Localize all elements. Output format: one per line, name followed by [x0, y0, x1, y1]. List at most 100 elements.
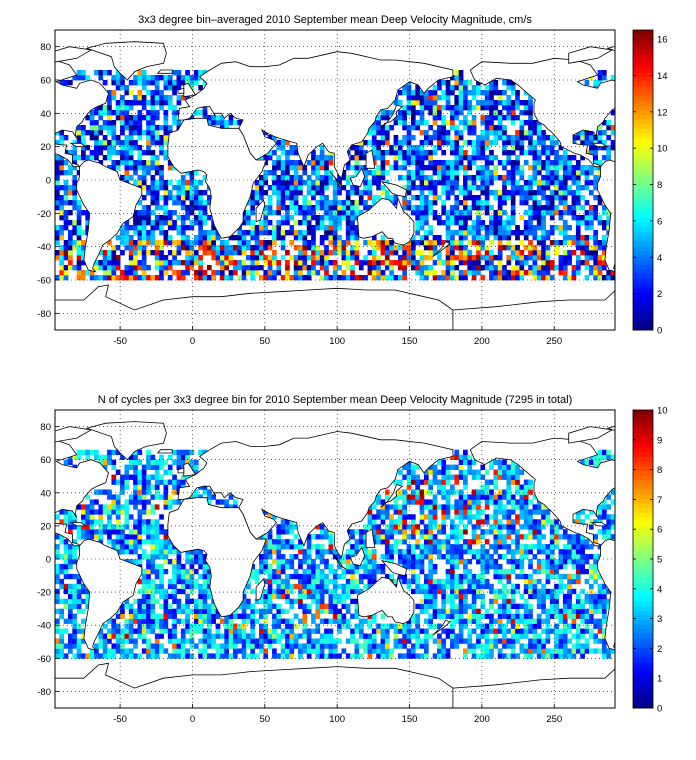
heatmap-cell: [428, 175, 434, 181]
heatmap-cell: [441, 583, 447, 590]
heatmap-cell: [215, 255, 221, 261]
heatmap-cell: [315, 270, 321, 276]
heatmap-cell: [115, 75, 121, 81]
heatmap-cell: [350, 155, 355, 161]
heatmap-cell: [402, 175, 407, 181]
heatmap-cell: [502, 653, 507, 659]
heatmap-cell: [402, 105, 407, 111]
heatmap-cell: [406, 549, 412, 555]
heatmap-cell: [133, 145, 138, 151]
heatmap-cell: [454, 539, 460, 545]
heatmap-cell: [606, 598, 612, 605]
heatmap-cell: [536, 165, 542, 171]
heatmap-cell: [120, 75, 125, 81]
heatmap-cell: [59, 155, 65, 161]
heatmap-cell: [562, 573, 568, 580]
heatmap-cell: [363, 534, 368, 540]
y-tick-label: 0: [46, 176, 51, 187]
heatmap-cell: [432, 100, 438, 106]
heatmap-cell: [601, 588, 607, 595]
heatmap-cell: [141, 150, 147, 156]
heatmap-cell: [545, 230, 551, 236]
heatmap-cell: [315, 623, 321, 629]
heatmap-cell: [502, 568, 507, 575]
heatmap-cell: [324, 275, 329, 281]
heatmap-cell: [350, 573, 355, 580]
colorbar-segment: [633, 147, 653, 153]
heatmap-cell: [471, 115, 477, 121]
heatmap-cell: [250, 563, 256, 570]
heatmap-cell: [324, 534, 329, 540]
heatmap-cell: [567, 559, 572, 565]
heatmap-cell: [150, 588, 156, 595]
heatmap-cell: [502, 633, 507, 639]
heatmap-cell: [476, 613, 481, 619]
heatmap-cell: [476, 195, 481, 201]
heatmap-cell: [263, 260, 269, 266]
heatmap-cell: [541, 638, 546, 644]
heatmap-cell: [311, 155, 316, 161]
heatmap-cell: [445, 220, 451, 226]
heatmap-cell: [185, 225, 190, 231]
heatmap-cell: [584, 613, 590, 619]
heatmap-cell: [176, 190, 182, 196]
heatmap-cell: [510, 245, 516, 251]
heatmap-cell: [536, 125, 542, 131]
heatmap-cell: [484, 195, 490, 201]
heatmap-cell: [311, 245, 316, 251]
heatmap-cell: [384, 110, 390, 116]
heatmap-cell: [124, 549, 130, 555]
heatmap-cell: [376, 185, 381, 191]
heatmap-cell: [597, 544, 603, 550]
heatmap-cell: [120, 95, 125, 101]
heatmap-cell: [150, 539, 156, 545]
heatmap-cell: [154, 225, 160, 231]
heatmap-cell: [562, 559, 568, 565]
heatmap-cell: [272, 638, 277, 644]
heatmap-cell: [415, 185, 420, 191]
heatmap-cell: [319, 275, 325, 281]
heatmap-cell: [167, 165, 173, 171]
heatmap-cell: [467, 190, 473, 196]
heatmap-cell: [423, 270, 429, 276]
heatmap-cell: [571, 573, 577, 580]
heatmap-cell: [506, 568, 512, 575]
heatmap-cell: [515, 95, 520, 101]
heatmap-cell: [571, 623, 577, 629]
heatmap-cell: [250, 653, 256, 659]
heatmap-cell: [289, 638, 295, 644]
heatmap-cell: [402, 150, 407, 156]
heatmap-cell: [59, 265, 65, 271]
heatmap-cell: [345, 150, 351, 156]
heatmap-cell: [380, 568, 386, 575]
heatmap-cell: [120, 115, 125, 121]
heatmap-cell: [107, 165, 112, 171]
heatmap-cell: [72, 613, 78, 619]
heatmap-cell: [202, 633, 208, 639]
heatmap-cell: [341, 270, 347, 276]
heatmap-cell: [298, 539, 303, 545]
heatmap-cell: [528, 105, 533, 111]
heatmap-cell: [502, 598, 507, 605]
heatmap-cell: [463, 593, 468, 600]
heatmap-cell: [289, 215, 295, 221]
heatmap-cell: [150, 578, 156, 585]
heatmap-cell: [476, 205, 481, 211]
heatmap-cell: [350, 598, 355, 605]
heatmap-cell: [480, 235, 486, 241]
heatmap-cell: [259, 180, 264, 186]
heatmap-cell: [471, 578, 477, 585]
heatmap-cell: [232, 628, 238, 634]
heatmap-cell: [471, 230, 477, 236]
heatmap-cell: [293, 643, 299, 649]
heatmap-cell: [250, 648, 256, 654]
heatmap-cell: [558, 240, 564, 246]
heatmap-cell: [532, 250, 538, 256]
heatmap-cell: [133, 215, 138, 221]
heatmap-cell: [371, 150, 377, 156]
heatmap-cell: [489, 215, 494, 221]
land-outline: [365, 149, 376, 169]
heatmap-cell: [493, 275, 499, 281]
heatmap-cell: [124, 648, 130, 654]
heatmap-cell: [575, 628, 581, 634]
